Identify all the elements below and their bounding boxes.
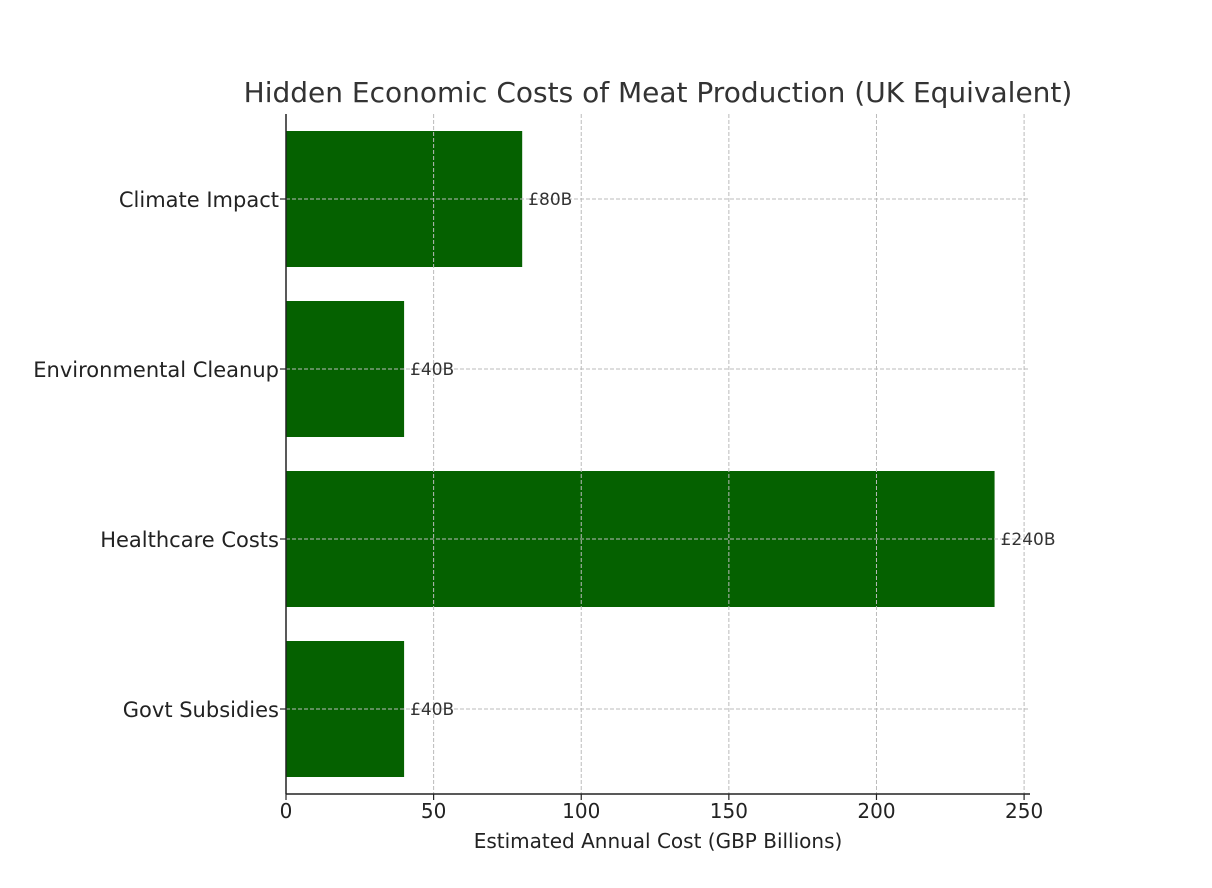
x-tick-label: 200 [857, 799, 895, 823]
y-tick-label: Healthcare Costs [100, 528, 279, 552]
bar [286, 301, 405, 437]
y-tick-label: Climate Impact [119, 188, 279, 212]
x-tick-label: 250 [1005, 799, 1043, 823]
x-tick-label: 100 [562, 799, 600, 823]
data-label: £40B [410, 700, 454, 720]
chart-title: Hidden Economic Costs of Meat Production… [244, 76, 1073, 109]
data-label: £40B [410, 360, 454, 380]
data-label: £80B [528, 190, 572, 210]
y-tick-label: Environmental Cleanup [33, 358, 279, 382]
x-tick-label: 0 [280, 799, 293, 823]
y-tick-label: Govt Subsidies [123, 698, 279, 722]
bar [286, 641, 405, 777]
data-label: £240B [1001, 530, 1056, 550]
x-tick-label: 150 [710, 799, 748, 823]
x-axis-label: Estimated Annual Cost (GBP Billions) [474, 829, 843, 853]
x-tick-label: 50 [421, 799, 446, 823]
